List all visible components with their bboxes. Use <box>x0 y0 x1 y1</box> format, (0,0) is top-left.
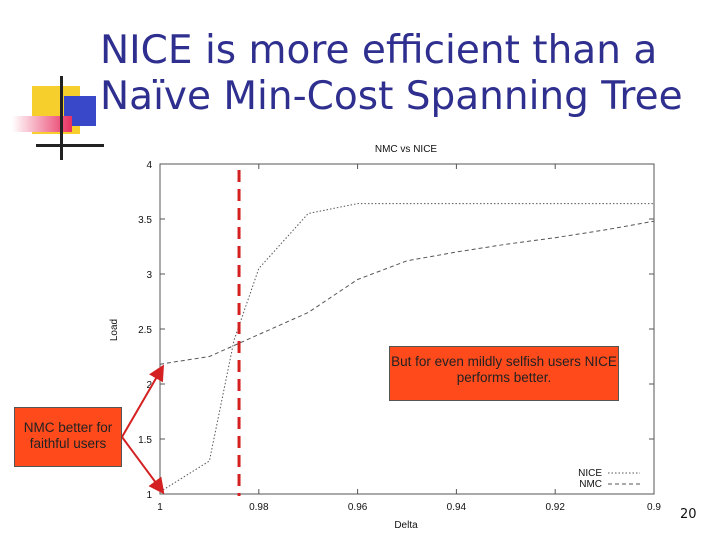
arrow-to-nice-start <box>121 436 165 495</box>
decorative-vertical-line <box>60 76 63 160</box>
y-tick-label: 2.5 <box>138 325 152 336</box>
callout-nice-better: But for even mildly selfish users NICE p… <box>389 346 619 401</box>
y-axis-label: Load <box>109 319 120 341</box>
page-number: 20 <box>680 507 697 522</box>
slide-title-line-1: NICE is more efficient than a <box>100 28 658 73</box>
slide-title: NICE is more efficient than a Naïve Min-… <box>100 28 710 120</box>
series-line-nmc <box>159 220 655 365</box>
arrow-to-nmc-start <box>121 364 165 438</box>
y-tick-label: 3.5 <box>138 215 152 226</box>
x-axis: 1 0.98 0.96 0.94 0.92 0.9 <box>157 164 661 513</box>
y-tick-label: 1 <box>146 490 152 501</box>
y-tick-label: 3 <box>146 270 152 281</box>
legend-label-nmc: NMC <box>579 479 602 490</box>
series-layer <box>159 203 655 493</box>
y-tick-label: 1.5 <box>138 435 152 446</box>
x-tick-label: 0.94 <box>447 502 467 513</box>
x-tick-label: 0.96 <box>348 502 368 513</box>
y-axis: 1 1.5 2 2.5 3 3.5 4 <box>138 160 654 501</box>
series-line-nice <box>159 203 654 493</box>
plot-area-frame <box>159 163 655 495</box>
x-tick-label: 0.9 <box>647 502 661 513</box>
x-tick-label: 0.98 <box>249 502 269 513</box>
y-tick-label: 4 <box>146 160 152 171</box>
legend-label-nice: NICE <box>578 468 602 479</box>
callout-nmc-better: NMC better for faithful users <box>14 407 122 467</box>
y-tick-label: 2 <box>146 380 152 391</box>
chart-title: NMC vs NICE <box>375 144 438 155</box>
slide-title-line-2: Naïve Min-Cost Spanning Tree <box>100 74 683 119</box>
x-tick-label: 0.92 <box>545 502 565 513</box>
x-tick-label: 1 <box>157 502 163 513</box>
x-axis-label: Delta <box>394 520 418 531</box>
decorative-horizontal-line <box>36 144 104 147</box>
decorative-red-bar <box>12 116 72 132</box>
